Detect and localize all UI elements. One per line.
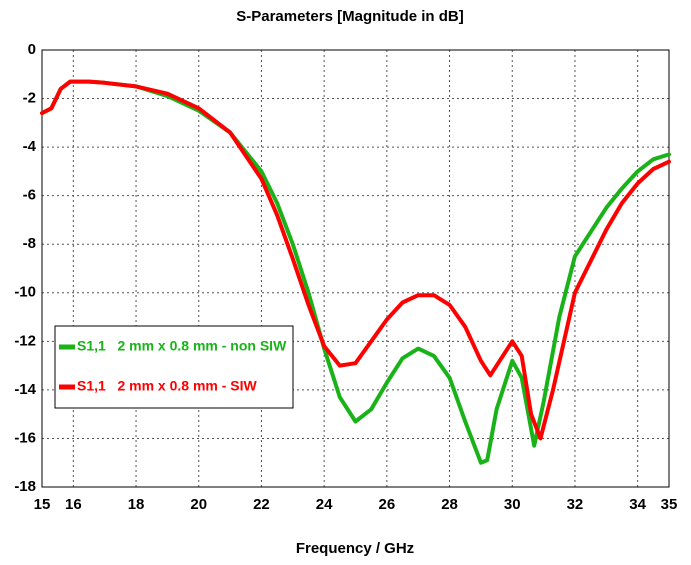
y-tick-label: -4 (23, 138, 37, 155)
x-tick-label: 26 (379, 496, 396, 513)
legend-box (54, 325, 294, 409)
y-tick-label: -8 (23, 235, 36, 252)
y-tick-label: -16 (14, 429, 36, 446)
y-tick-label: -10 (14, 284, 36, 301)
x-tick-label: 22 (253, 496, 270, 513)
legend-label: S1,1 2 mm x 0.8 mm - SIW (77, 378, 258, 394)
x-tick-label: 18 (128, 496, 145, 513)
y-tick-label: -14 (14, 381, 36, 398)
y-tick-label: -18 (14, 478, 36, 495)
legend: S1,1 2 mm x 0.8 mm - non SIW S1,1 2 mm x … (54, 325, 294, 409)
x-tick-label: 20 (190, 496, 207, 513)
y-tick-label: -2 (23, 90, 36, 107)
x-axis-label: Frequency / GHz (296, 540, 414, 557)
x-tick-label: 24 (316, 496, 333, 513)
y-tick-label: -12 (14, 332, 36, 349)
y-tick-label: -6 (23, 187, 36, 204)
chart-title: S-Parameters [Magnitude in dB] (236, 8, 464, 25)
x-tick-label: 28 (441, 496, 458, 513)
y-tick-label: 0 (28, 41, 36, 58)
x-tick-label: 32 (567, 496, 584, 513)
series-line (40, 79, 671, 441)
plot-frame (41, 49, 670, 488)
x-tick-label: 30 (504, 496, 521, 513)
x-tick-label: 34 (629, 496, 646, 513)
x-tick-label: 16 (65, 496, 82, 513)
x-tick-label: 15 (34, 496, 51, 513)
legend-label: S1,1 2 mm x 0.8 mm - non SIW (77, 338, 287, 354)
x-tick-label: 35 (661, 496, 678, 513)
